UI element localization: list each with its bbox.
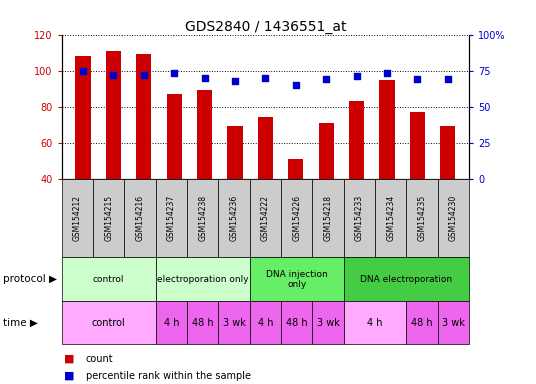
Bar: [76, 56, 91, 179]
Text: GSM154222: GSM154222: [261, 195, 270, 241]
Text: 48 h: 48 h: [286, 318, 308, 328]
Bar: [379, 79, 394, 179]
Text: GSM154230: GSM154230: [449, 195, 458, 241]
Text: 48 h: 48 h: [192, 318, 213, 328]
Bar: [136, 55, 151, 179]
Point: [322, 76, 330, 82]
Text: time ▶: time ▶: [3, 318, 38, 328]
Text: percentile rank within the sample: percentile rank within the sample: [86, 371, 251, 381]
Text: GSM154238: GSM154238: [198, 195, 207, 241]
Text: 48 h: 48 h: [411, 318, 433, 328]
Text: 4 h: 4 h: [258, 318, 273, 328]
Point: [443, 76, 452, 82]
Bar: [258, 118, 273, 179]
Text: DNA electroporation: DNA electroporation: [360, 275, 452, 284]
Text: GSM154216: GSM154216: [136, 195, 145, 241]
Text: protocol ▶: protocol ▶: [3, 274, 57, 285]
Text: control: control: [92, 318, 125, 328]
Text: 3 wk: 3 wk: [317, 318, 339, 328]
Text: GSM154212: GSM154212: [73, 195, 82, 241]
Bar: [410, 112, 425, 179]
Point: [230, 78, 239, 84]
Text: control: control: [93, 275, 124, 284]
Point: [170, 70, 178, 76]
Text: GSM154236: GSM154236: [229, 195, 239, 241]
Text: GSM154226: GSM154226: [292, 195, 301, 241]
Text: count: count: [86, 354, 114, 364]
Text: GSM154218: GSM154218: [324, 195, 332, 241]
Text: GSM154235: GSM154235: [418, 195, 427, 241]
Bar: [167, 94, 182, 179]
Point: [261, 74, 270, 81]
Text: GSM154234: GSM154234: [386, 195, 395, 241]
Bar: [227, 126, 242, 179]
Bar: [106, 51, 121, 179]
Bar: [197, 90, 212, 179]
Text: GSM154233: GSM154233: [355, 195, 364, 241]
Text: GSM154215: GSM154215: [104, 195, 113, 241]
Point: [383, 70, 391, 76]
Text: GSM154237: GSM154237: [167, 195, 176, 241]
Point: [200, 74, 209, 81]
Bar: [288, 159, 303, 179]
Bar: [318, 123, 334, 179]
Point: [352, 73, 361, 79]
Text: 4 h: 4 h: [367, 318, 383, 328]
Point: [139, 72, 148, 78]
Point: [109, 72, 117, 78]
Bar: [349, 101, 364, 179]
Text: electroporation only: electroporation only: [157, 275, 249, 284]
Title: GDS2840 / 1436551_at: GDS2840 / 1436551_at: [184, 20, 346, 33]
Text: 3 wk: 3 wk: [222, 318, 245, 328]
Text: ■: ■: [64, 354, 75, 364]
Bar: [440, 126, 455, 179]
Text: 4 h: 4 h: [163, 318, 179, 328]
Text: 3 wk: 3 wk: [442, 318, 465, 328]
Text: ■: ■: [64, 371, 75, 381]
Text: DNA injection
only: DNA injection only: [266, 270, 327, 289]
Point: [79, 68, 87, 74]
Point: [292, 82, 300, 88]
Point: [413, 76, 422, 82]
